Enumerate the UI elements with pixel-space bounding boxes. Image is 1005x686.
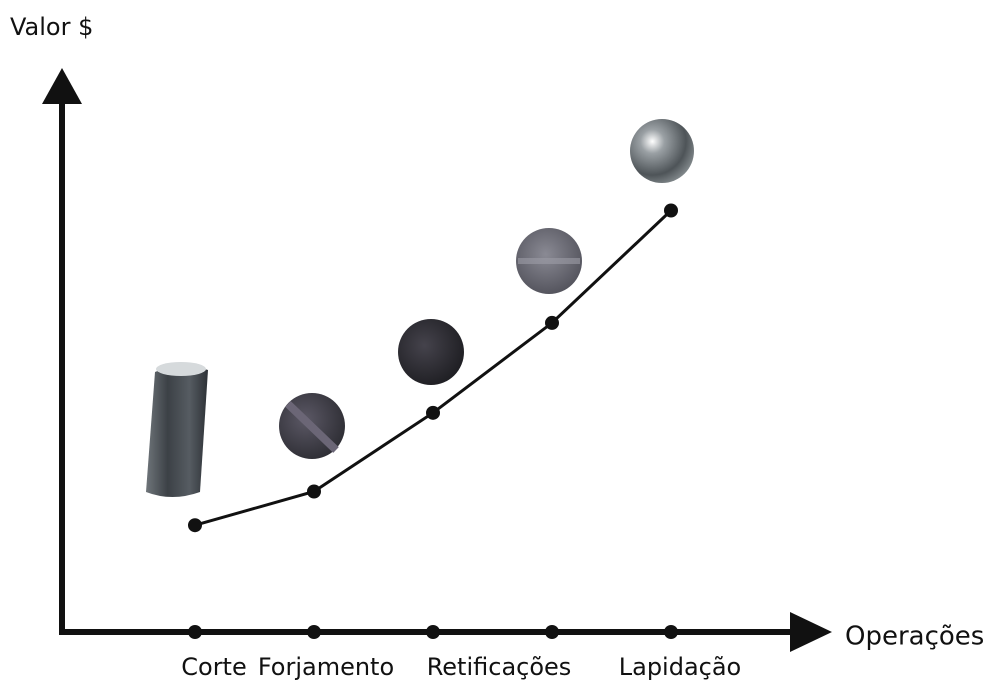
point bbox=[545, 315, 559, 330]
point bbox=[664, 203, 678, 218]
x-axis-dot bbox=[307, 625, 321, 639]
point bbox=[307, 484, 321, 499]
x-axis-dot bbox=[664, 625, 678, 639]
point bbox=[188, 518, 202, 533]
x-axis-label: Operações bbox=[845, 622, 984, 652]
x-axis-dot bbox=[545, 625, 559, 639]
x-axis-dot bbox=[188, 625, 202, 639]
x-axis-dot bbox=[426, 625, 440, 639]
x-tick-label: Forjamento bbox=[258, 653, 394, 681]
y-axis-arrow bbox=[42, 68, 82, 104]
x-tick-label: Retificações bbox=[427, 653, 572, 681]
x-tick-label: Lapidação bbox=[619, 653, 742, 681]
x-axis-arrow bbox=[790, 612, 832, 652]
y-axis-label: Valor $ bbox=[10, 13, 93, 41]
x-tick-label: Corte bbox=[181, 653, 246, 681]
part-images bbox=[146, 119, 694, 497]
point bbox=[426, 405, 440, 420]
